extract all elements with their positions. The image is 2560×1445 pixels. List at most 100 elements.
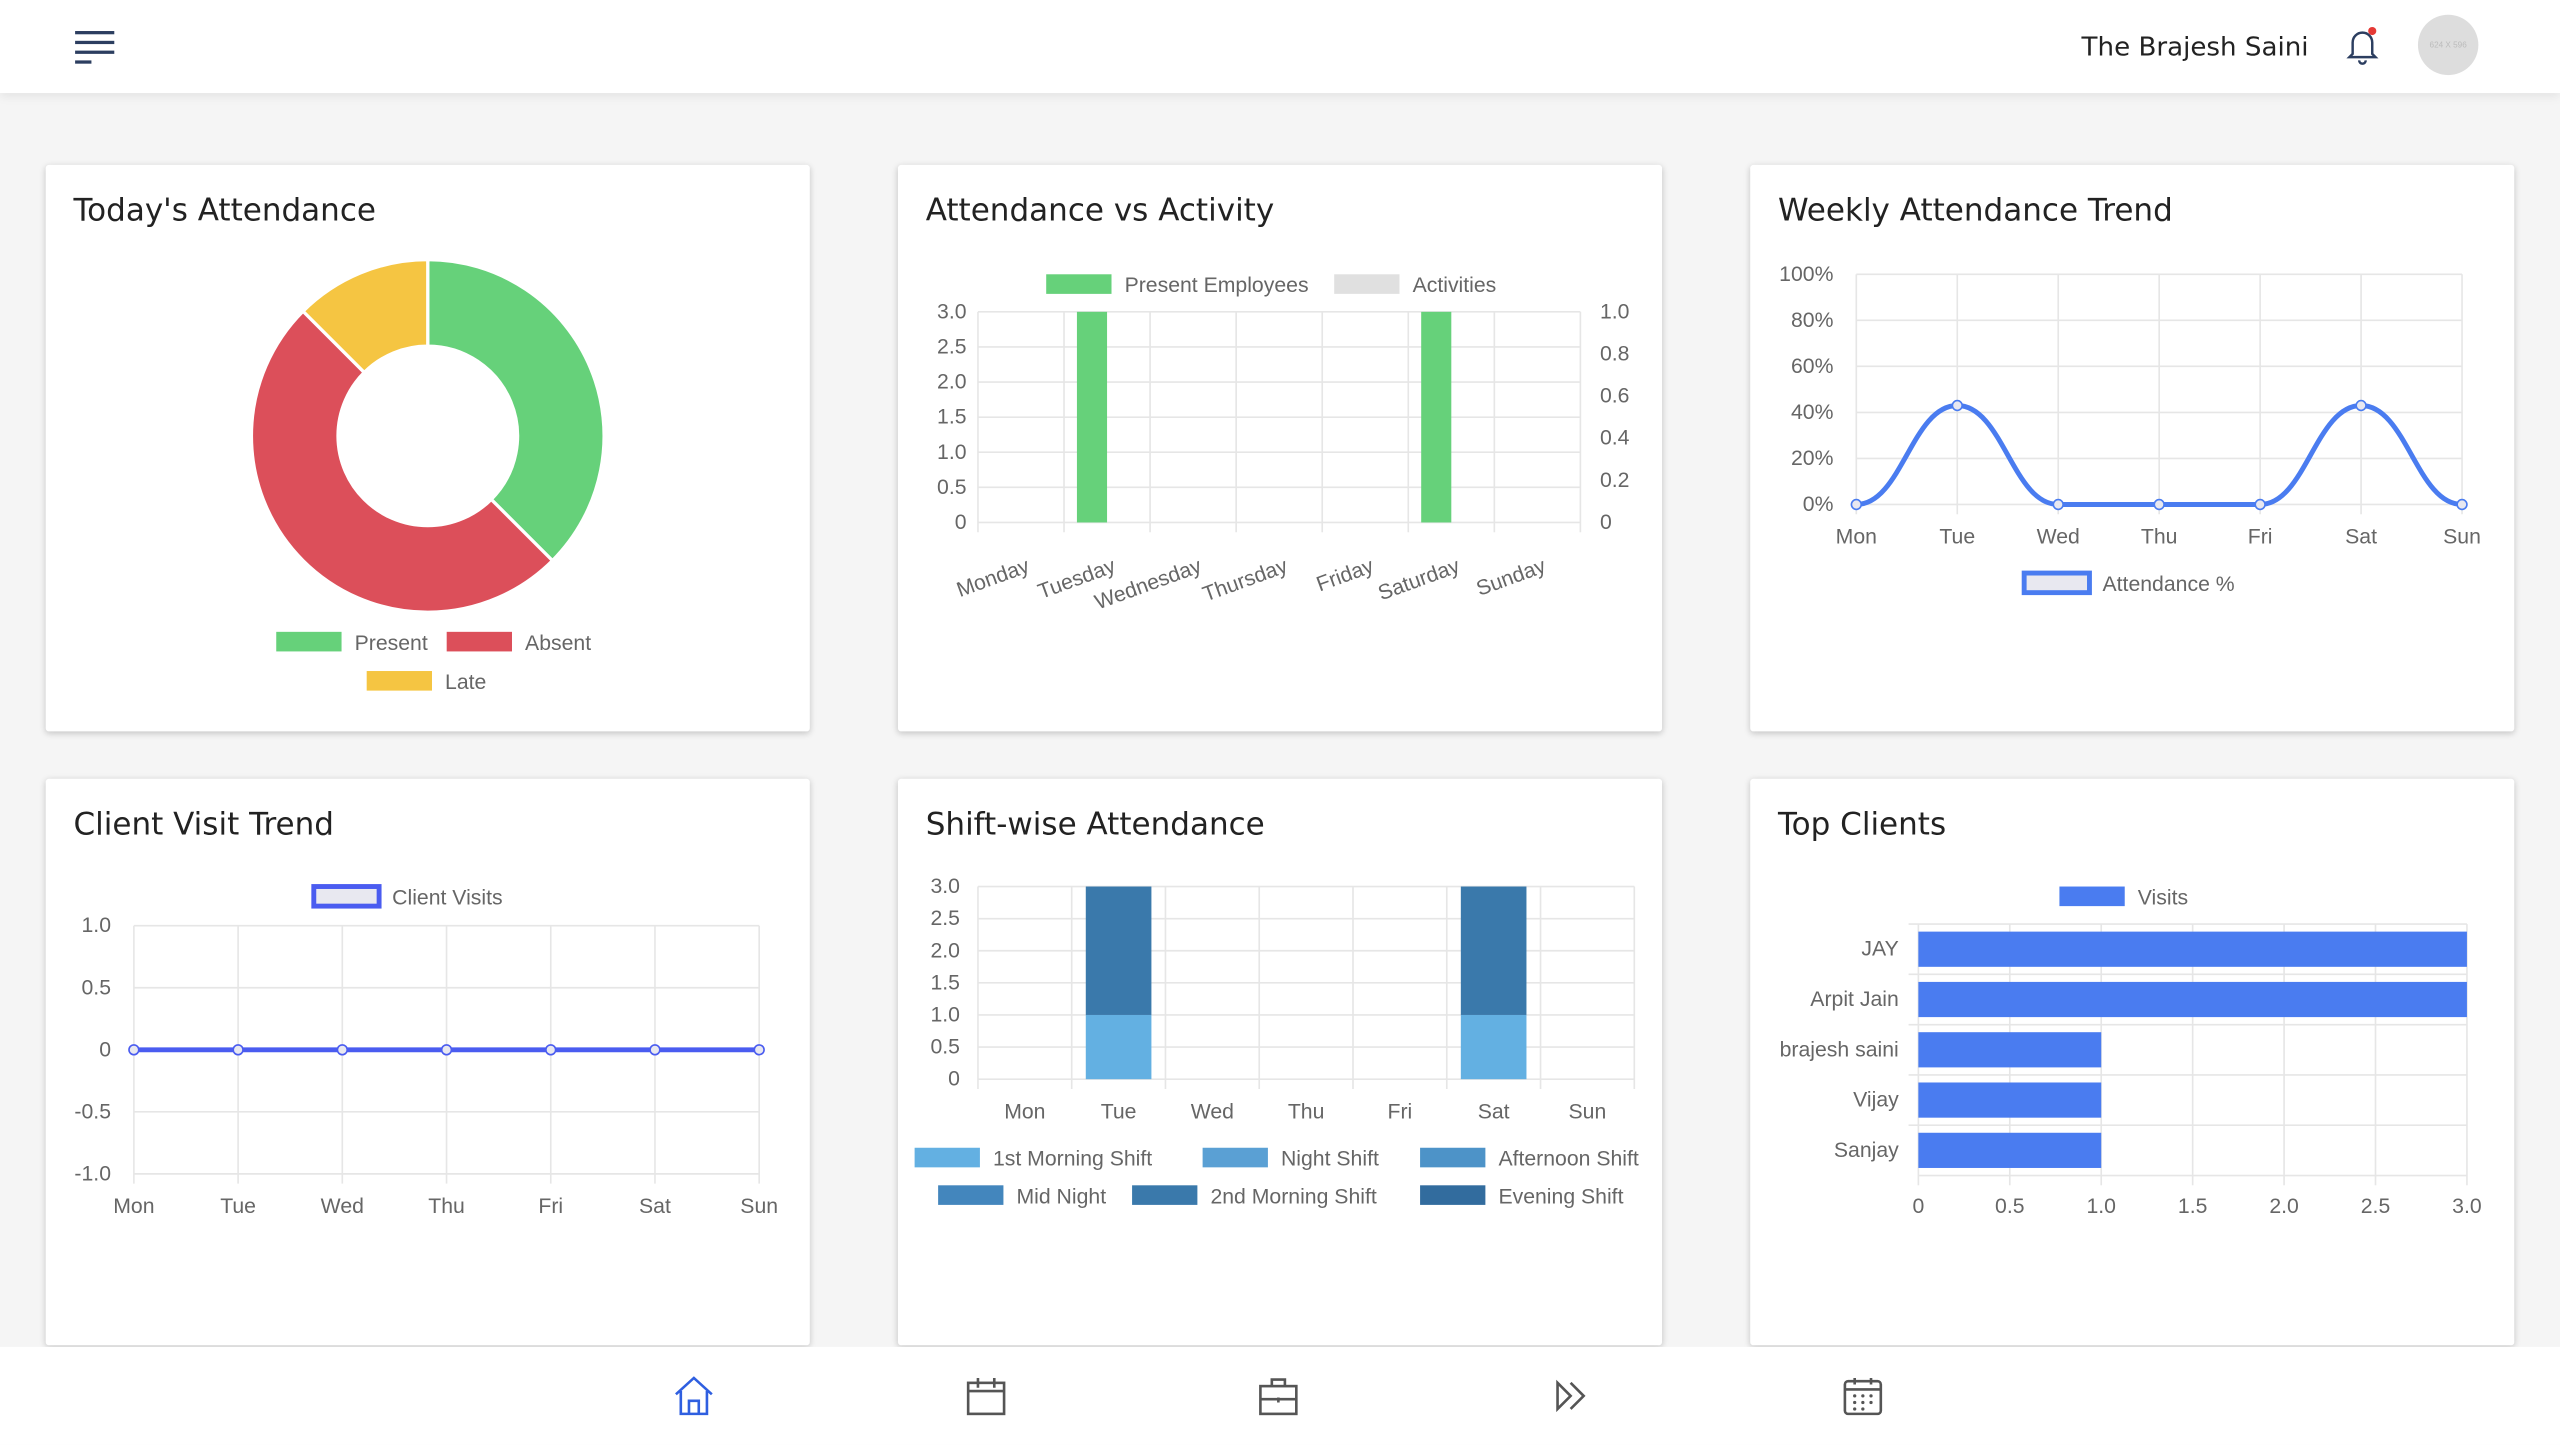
card-title: Weekly Attendance Trend [1777,192,2173,229]
doughnut-chart: Present Absent Late [249,257,606,694]
y-tick-label: -1.0 [74,1162,111,1185]
y-tick-label: 0.5 [930,1036,960,1059]
y-tick-label: Vijay [1853,1089,1899,1112]
x-tick-label: Thu [1288,1100,1325,1123]
x-tick-label: Wed [2037,526,2080,549]
bar-segment [1085,1014,1152,1080]
x-tick-label: Sat [2345,526,2377,549]
y-tick-label: 0.6 [1600,385,1630,408]
legend-label: Visits [2138,886,2188,909]
x-tick-label: Mon [1836,526,1877,549]
legend-swatch [1132,1185,1198,1205]
x-tick-label: Thursday [1200,554,1291,606]
y-tick-label: 80% [1791,309,1834,332]
data-point [649,1044,661,1056]
data-point [545,1044,557,1056]
card-todays-attendance: Today's Attendance Present Absent Late [45,164,810,732]
x-tick-label: 1.5 [2178,1195,2208,1218]
y-tick-label: 3.0 [937,300,967,323]
legend-label: Present Employees [1125,274,1309,297]
x-tick-label: Wed [1191,1100,1234,1123]
top-header: The Brajesh Saini 624 X 596 [0,0,2560,94]
data-point [753,1044,765,1056]
card-title: Shift-wise Attendance [925,806,1265,843]
data-point [1951,399,1963,412]
y-tick-label: 2.0 [930,939,960,962]
bottom-nav [0,1346,2560,1445]
legend-label: Afternoon Shift [1498,1148,1638,1171]
fast-forward-icon[interactable] [1548,1373,1594,1419]
y-tick-label: 60% [1791,355,1834,378]
y-tick-label: 1.0 [937,441,967,464]
legend-label: Absent [525,632,591,655]
x-tick-label: 1.0 [2086,1195,2116,1218]
y-tick-label: -0.5 [74,1100,111,1123]
legend-label: Activities [1413,274,1497,297]
card-title: Attendance vs Activity [925,192,1275,229]
x-tick-label: Tue [220,1195,256,1218]
card-attendance-vs-activity: Attendance vs Activity 3.0 2.5 2.0 1.5 1.0 0.5… [897,164,1663,732]
legend-label: Client Visits [392,886,502,909]
legend-label: Present [355,632,428,655]
y-tick-label: 3.0 [930,875,960,898]
home-icon[interactable] [671,1373,717,1419]
bar-segment [1460,1014,1527,1080]
schedule-icon[interactable] [1840,1373,1886,1419]
x-tick-label: Thu [2141,526,2178,549]
y-tick-label: 1.0 [82,914,112,937]
briefcase-icon[interactable] [1256,1373,1302,1419]
bar-vijay [1918,1082,2102,1118]
legend-swatch [938,1185,1004,1205]
x-tick-label: Monday [954,554,1033,602]
x-tick-label: Sun [2443,526,2481,549]
legend-label: Evening Shift [1498,1185,1623,1208]
y-tick-label: 40% [1791,401,1834,424]
legend-swatch [1420,1147,1486,1168]
avatar-placeholder-text: 624 X 596 [2429,39,2467,50]
x-tick-label: Mon [1004,1100,1045,1123]
data-point [2153,498,2165,511]
y-tick-label: 1.0 [930,1003,960,1026]
x-tick-label: 0 [1912,1195,1924,1218]
legend-swatch [1334,274,1400,294]
legend-swatch [2059,886,2125,907]
data-point [128,1044,140,1056]
bell-icon[interactable] [2344,26,2380,65]
data-point [232,1044,244,1056]
y-tick-label: 1.5 [937,406,967,429]
x-tick-label: Fri [538,1195,563,1218]
x-tick-label: Mon [113,1195,154,1218]
x-tick-label: Sunday [1473,554,1549,600]
slice-late [300,257,430,375]
legend-label: Late [445,671,486,694]
calendar-icon[interactable] [963,1373,1009,1419]
x-tick-label: Sat [1478,1100,1510,1123]
x-tick-label: 3.0 [2452,1195,2482,1218]
x-tick-label: Wed [321,1195,364,1218]
y-tick-label: brajesh saini [1780,1038,1899,1061]
y-tick-label: JAY [1861,938,1898,961]
bar-sanjay [1918,1132,2102,1168]
y-tick-label: 1.0 [1600,300,1630,323]
x-tick-label: Fri [2248,526,2273,549]
y-tick-label: Arpit Jain [1810,988,1898,1011]
horizontal-bar-chart: 0 0.5 1.0 1.5 2.0 2.5 3.0 JAY Arpit Jain brajesh … [1780,886,2482,1218]
bar-arpit-jain [1918,981,2467,1018]
y-tick-label: Sanjay [1834,1139,1899,1162]
x-tick-label: Sun [1569,1100,1607,1123]
bar-segment [1085,886,1152,1015]
legend-swatch [1202,1147,1268,1168]
x-tick-label: Tue [1101,1100,1137,1123]
data-point [2355,399,2367,412]
user-name[interactable]: The Brajesh Saini [2081,31,2309,63]
line-chart: 100% 80% 60% 40% 20% 0%Mon Tue Wed Thu Fri Sat Sun A… [1779,263,2481,596]
y-tick-label: 20% [1791,447,1834,470]
x-tick-label: 2.5 [2361,1195,2391,1218]
avatar[interactable]: 624 X 596 [2417,14,2479,76]
card-title: Client Visit Trend [73,806,335,843]
legend-label: Night Shift [1281,1148,1379,1171]
menu-icon[interactable] [75,31,115,64]
y-tick-label: 0 [99,1038,111,1061]
legend-label: Attendance % [2103,573,2235,596]
